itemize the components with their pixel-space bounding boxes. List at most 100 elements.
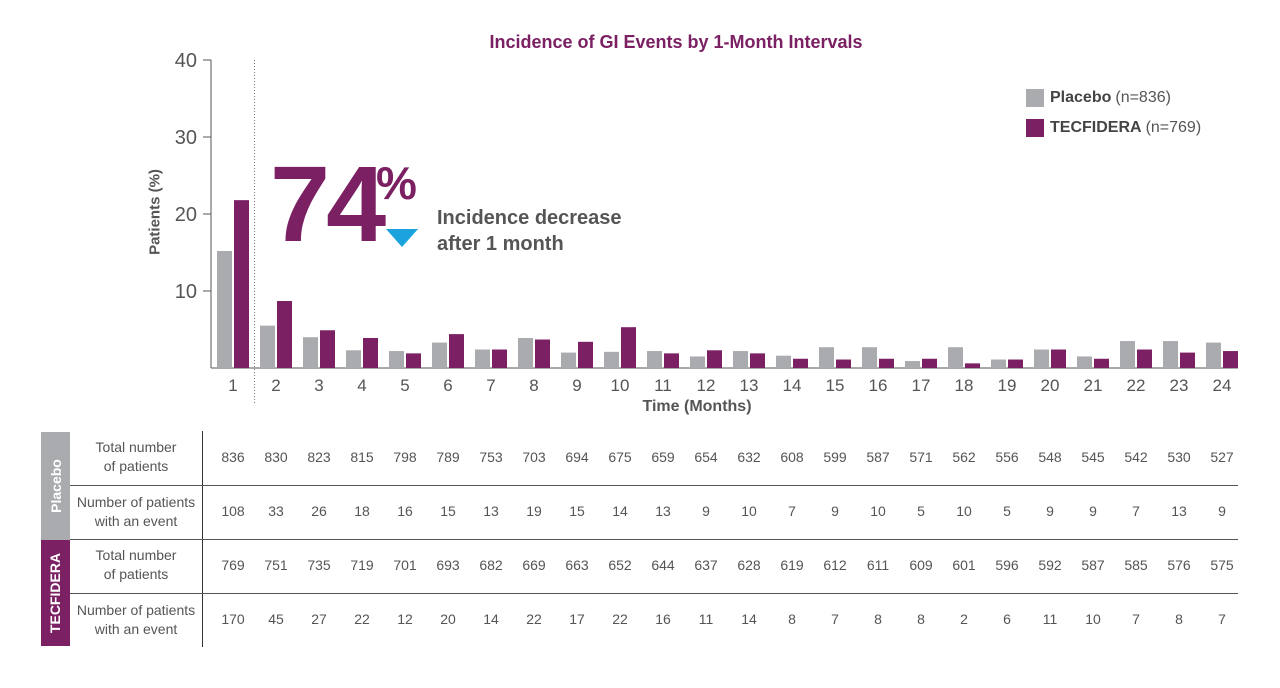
x-tick-label: 17 [912, 376, 931, 395]
x-tick-label: 2 [271, 376, 280, 395]
table-cell: 14 [612, 503, 628, 519]
table-cell: 22 [526, 611, 542, 627]
row-label-line: of patients [103, 458, 169, 474]
x-tick-label: 13 [740, 376, 759, 395]
y-tick-label: 10 [175, 281, 197, 303]
x-tick-label: 18 [955, 376, 974, 395]
x-axis-label: Time (Months) [642, 398, 752, 415]
table-cell: 530 [1167, 449, 1191, 465]
table-cell: 15 [440, 503, 456, 519]
bar-placebo-14 [776, 355, 791, 368]
y-tick-label: 30 [175, 127, 197, 149]
table-cell: 19 [526, 503, 542, 519]
x-tick-label: 6 [443, 376, 452, 395]
row-label-placebo-events: Number of patients with an event [72, 493, 200, 531]
table-cell: 9 [1046, 503, 1054, 519]
legend: Placebo (n=836) TECFIDERA (n=769) [1026, 83, 1201, 143]
table-cell: 10 [956, 503, 972, 519]
table-divider [70, 539, 1238, 540]
table-cell: 5 [917, 503, 925, 519]
table-divider [70, 485, 1238, 486]
table-cell: 609 [909, 557, 933, 573]
row-label-tecfidera-total: Total number of patients [72, 546, 200, 584]
bar-tecfidera-8 [535, 339, 550, 368]
table-cell: 8 [874, 611, 882, 627]
x-tick-label: 9 [572, 376, 581, 395]
table-cell: 735 [307, 557, 331, 573]
x-tick-label: 20 [1041, 376, 1060, 395]
table-cell: 7 [831, 611, 839, 627]
table-cell: 15 [569, 503, 585, 519]
table-cell: 654 [694, 449, 718, 465]
table-cell: 675 [608, 449, 632, 465]
bar-tecfidera-10 [621, 327, 636, 368]
table-cell: 659 [651, 449, 675, 465]
bar-tecfidera-23 [1180, 352, 1195, 368]
table-cell: 7 [1218, 611, 1226, 627]
table-cell: 16 [397, 503, 413, 519]
x-tick-label: 12 [697, 376, 716, 395]
bar-tecfidera-18 [965, 363, 980, 368]
table-cell: 596 [995, 557, 1019, 573]
x-tick-label: 15 [826, 376, 845, 395]
bar-tecfidera-1 [234, 200, 249, 368]
table-cell: 14 [741, 611, 757, 627]
row-label-line: Number of patients [76, 602, 196, 618]
table-group-label-tecfidera: TECFIDERA [47, 552, 64, 634]
table-cell: 7 [1132, 503, 1140, 519]
table-cell: 22 [612, 611, 628, 627]
bar-tecfidera-20 [1051, 349, 1066, 368]
table-cell: 10 [741, 503, 757, 519]
table-cell: 22 [354, 611, 370, 627]
bar-placebo-10 [604, 351, 619, 368]
bar-tecfidera-2 [277, 301, 292, 368]
x-tick-label: 16 [869, 376, 888, 395]
table-cell: 599 [823, 449, 847, 465]
table-cell: 527 [1210, 449, 1234, 465]
decrease-text-line1: Incidence decrease [437, 207, 622, 229]
row-label-line: with an event [94, 513, 178, 529]
table-cell: 9 [702, 503, 710, 519]
table-cell: 576 [1167, 557, 1191, 573]
x-tick-label: 3 [314, 376, 323, 395]
bar-tecfidera-15 [836, 359, 851, 368]
table-cell: 830 [264, 449, 288, 465]
table-cell: 7 [1132, 611, 1140, 627]
bar-placebo-22 [1120, 341, 1135, 368]
table-cell: 628 [737, 557, 761, 573]
row-label-line: of patients [103, 566, 169, 582]
bar-tecfidera-11 [664, 353, 679, 368]
bar-placebo-3 [303, 337, 318, 368]
table-cell: 26 [311, 503, 327, 519]
y-tick-label: 40 [175, 50, 197, 72]
bar-tecfidera-24 [1223, 351, 1238, 368]
table-cell: 9 [1218, 503, 1226, 519]
row-label-line: with an event [94, 621, 178, 637]
table-cell: 587 [1081, 557, 1105, 573]
table-cell: 682 [479, 557, 503, 573]
legend-count-tecfidera: (n=769) [1145, 119, 1202, 136]
table-cell: 5 [1003, 503, 1011, 519]
table-cell: 798 [393, 449, 417, 465]
table-cell: 18 [354, 503, 370, 519]
table-cell: 575 [1210, 557, 1234, 573]
bar-tecfidera-17 [922, 358, 937, 368]
bar-placebo-2 [260, 325, 275, 368]
table-cell: 632 [737, 449, 761, 465]
row-label-tecfidera-events: Number of patients with an event [72, 601, 200, 639]
legend-count-placebo: (n=836) [1115, 89, 1171, 106]
table-cell: 619 [780, 557, 804, 573]
x-tick-label: 24 [1213, 376, 1232, 395]
table-cell: 701 [393, 557, 417, 573]
x-tick-label: 7 [486, 376, 495, 395]
table-group-label-placebo: Placebo [47, 459, 64, 513]
x-tick-label: 19 [998, 376, 1017, 395]
table-cell: 548 [1038, 449, 1062, 465]
row-label-line: Total number [95, 547, 177, 563]
table-cell: 556 [995, 449, 1019, 465]
bar-tecfidera-12 [707, 350, 722, 368]
bar-placebo-7 [475, 349, 490, 368]
bar-tecfidera-13 [750, 353, 765, 368]
legend-label-placebo: Placebo [1050, 89, 1112, 106]
chart-title: Incidence of GI Events by 1-Month Interv… [489, 32, 863, 52]
